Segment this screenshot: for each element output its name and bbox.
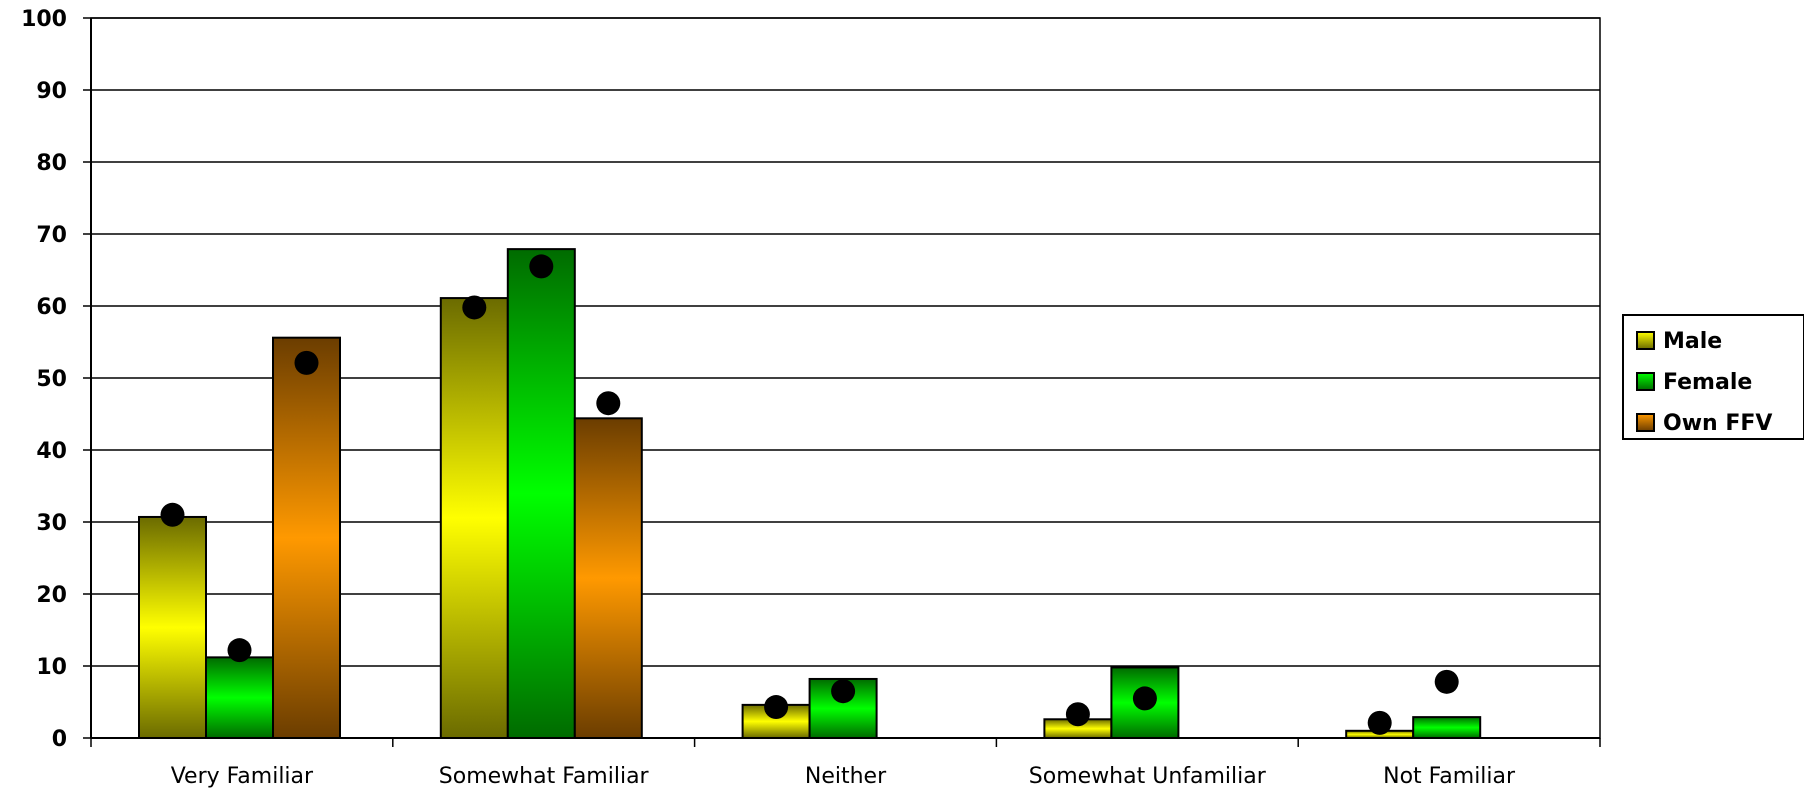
legend-label: Own FFV — [1663, 411, 1772, 436]
x-tick-label: Neither — [805, 764, 887, 789]
marker-point — [596, 391, 621, 416]
x-tick-label: Somewhat Unfamiliar — [1029, 764, 1267, 789]
marker-point — [160, 502, 185, 527]
y-tick-label: 80 — [36, 151, 67, 176]
legend-swatch — [1636, 372, 1655, 391]
y-tick-label: 60 — [36, 295, 67, 320]
x-tick-label: Not Familiar — [1383, 764, 1516, 789]
marker-point — [294, 350, 319, 375]
marker-point — [1132, 686, 1157, 711]
legend-swatch — [1636, 331, 1655, 350]
y-tick-label: 20 — [36, 583, 67, 608]
marker-point — [227, 638, 252, 663]
bars — [138, 248, 1482, 740]
axes — [83, 17, 1601, 747]
y-tick-label: 40 — [36, 439, 67, 464]
bar-female — [205, 656, 274, 739]
marker-point — [1367, 710, 1392, 735]
y-tick-label: 10 — [36, 655, 67, 680]
marker-point — [764, 695, 789, 720]
y-tick-label: 90 — [36, 79, 67, 104]
marker-point — [1434, 669, 1459, 694]
y-tick-label: 50 — [36, 367, 67, 392]
y-tick-label: 0 — [52, 727, 67, 752]
marker-point — [462, 295, 487, 320]
bar-female — [506, 248, 576, 739]
legend-label: Female — [1663, 370, 1752, 395]
y-tick-label: 30 — [36, 511, 67, 536]
bar-male — [138, 515, 207, 740]
y-tick-label: 70 — [36, 223, 67, 248]
marker-point — [831, 679, 856, 704]
legend-label: Male — [1663, 329, 1722, 354]
markers — [160, 254, 1459, 735]
legend: Male Female Own FFV — [1622, 314, 1804, 440]
bar-own-ffv — [573, 417, 643, 739]
x-tick-labels: Very Familiar Somewhat Familiar Neither Som… — [171, 764, 1516, 789]
bar-own-ffv — [272, 336, 341, 739]
bar-male — [439, 297, 509, 739]
marker-point — [1065, 702, 1090, 727]
y-tick-label: 100 — [21, 7, 67, 32]
x-tick-label: Somewhat Familiar — [439, 764, 650, 789]
x-tick-label: Very Familiar — [171, 764, 314, 789]
bar-female — [1412, 716, 1482, 739]
y-tick-labels: 0 10 20 30 40 50 60 70 80 90 100 — [21, 7, 67, 752]
legend-swatch — [1636, 413, 1655, 432]
marker-point — [529, 254, 554, 279]
